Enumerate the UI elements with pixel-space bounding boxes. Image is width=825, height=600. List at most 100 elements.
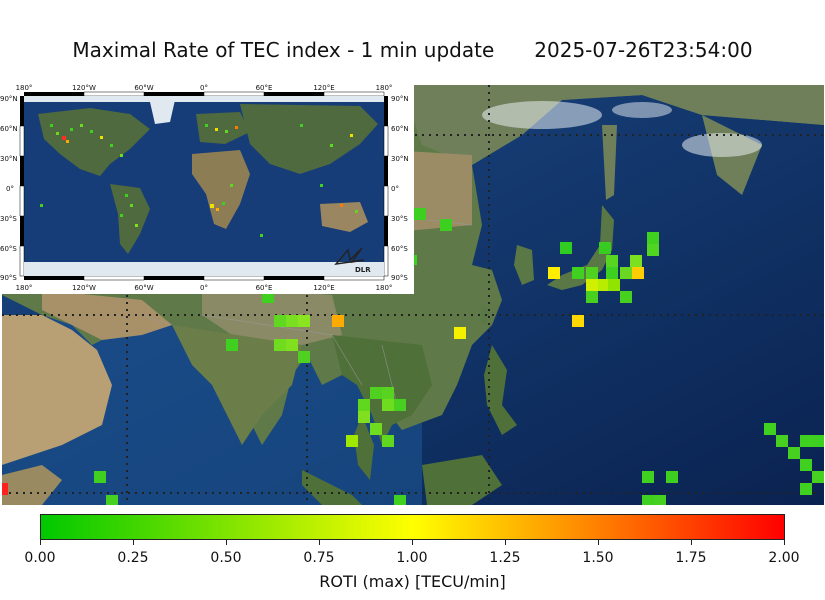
colorbar-tick-label: 0.75: [303, 550, 335, 566]
roti-cell: [776, 435, 788, 447]
colorbar-tick-label: 1.25: [489, 550, 521, 566]
roti-cell: [788, 447, 800, 459]
roti-cell: [620, 267, 632, 279]
roti-cell: [586, 279, 598, 291]
cloud-2: [682, 133, 762, 157]
inset-lon-tick: 60°E: [256, 84, 273, 92]
roti-cell: [394, 399, 406, 411]
land-sakhalin: [602, 125, 617, 200]
colorbar-tick-mark: [319, 540, 320, 545]
roti-cell: [274, 315, 286, 327]
roti-cell: [632, 267, 644, 279]
roti-cell: [286, 315, 298, 327]
inset-lat-labels-left: 90°N 60°N 30°N 0° 30°S 60°S 90°S: [0, 95, 18, 282]
inset-lat-tick: 30°S: [391, 215, 408, 223]
dlr-logo-text: DLR: [355, 266, 371, 274]
cloud-1: [482, 101, 602, 129]
roti-cell: [560, 242, 572, 254]
colorbar-tick-label: 0.00: [24, 550, 56, 566]
roti-cell: [620, 291, 632, 303]
roti-cell: [382, 399, 394, 411]
title-text: Maximal Rate of TEC index - 1 min update: [72, 38, 495, 62]
colorbar-tick-mark: [784, 540, 785, 545]
roti-cell: [598, 279, 610, 291]
roti-cell: [94, 471, 106, 483]
roti-cell: [370, 387, 382, 399]
inset-lat-tick: 30°N: [0, 155, 18, 163]
inset-lon-tick: 0°: [200, 284, 208, 292]
roti-cell: [606, 255, 618, 267]
roti-cell: [548, 267, 560, 279]
roti-cell: [346, 435, 358, 447]
land-philippines: [484, 345, 517, 435]
inset-global-map: 180° 120°W 60°W 0° 60°E 120°E 180° 180° …: [0, 84, 414, 294]
inset-lon-tick: 180°: [376, 84, 393, 92]
roti-cell: [800, 435, 812, 447]
colorbar-tick-label: 1.00: [396, 550, 428, 566]
inset-lat-tick: 60°S: [0, 245, 17, 253]
land-india: [172, 325, 302, 445]
inset-lon-tick: 120°E: [313, 84, 334, 92]
roti-cell: [666, 471, 678, 483]
roti-cell: [286, 339, 298, 351]
roti-cell: [599, 242, 611, 254]
inset-lat-tick: 0°: [391, 185, 399, 193]
inset-land: [24, 96, 384, 276]
colorbar-tick-mark: [226, 540, 227, 545]
roti-cell: [642, 495, 654, 505]
roti-cell: [654, 495, 666, 505]
inset-roti-cells: [40, 124, 358, 237]
colorbar-tick-mark: [598, 540, 599, 545]
roti-cell: [332, 315, 344, 327]
roti-cell: [382, 387, 394, 399]
roti-cell: [647, 232, 659, 244]
roti-cell: [414, 208, 426, 220]
inset-lat-tick: 60°N: [391, 125, 409, 133]
inset-lon-tick: 120°W: [72, 284, 96, 292]
colorbar-tick-mark: [133, 540, 134, 545]
colorbar-tick-mark: [505, 540, 506, 545]
inset-lon-tick: 60°W: [134, 84, 153, 92]
roti-cell: [606, 267, 618, 279]
roti-cell: [586, 267, 598, 279]
colorbar-tick-label: 2.00: [768, 550, 800, 566]
inset-lat-tick: 0°: [6, 185, 14, 193]
roti-cell: [394, 495, 406, 505]
inset-lat-tick: 60°S: [391, 245, 408, 253]
roti-cell: [262, 291, 274, 303]
land-malay: [354, 415, 374, 480]
roti-cell: [630, 255, 642, 267]
inset-lat-tick: 30°N: [391, 155, 409, 163]
colorbar-tick-mark: [691, 540, 692, 545]
colorbar-tick-label: 0.50: [210, 550, 242, 566]
roti-cell: [358, 399, 370, 411]
roti-cell: [382, 435, 394, 447]
inset-lon-tick: 0°: [200, 84, 208, 92]
roti-cell: [106, 495, 118, 505]
colorbar-tick-label: 1.75: [675, 550, 707, 566]
roti-cell: [414, 255, 417, 265]
inset-lat-tick: 60°N: [0, 125, 18, 133]
colorbar: [40, 514, 785, 545]
dlr-logo-icon: [334, 247, 365, 265]
colorbar-tick-mark: [40, 540, 41, 545]
roti-cell: [226, 339, 238, 351]
roti-cell: [440, 219, 452, 231]
roti-cell: [298, 315, 310, 327]
roti-cell: [454, 327, 466, 339]
inset-lon-tick: 180°: [16, 284, 33, 292]
roti-cell: [298, 351, 310, 363]
colorbar-tick-mark: [412, 540, 413, 545]
inset-lat-tick: 90°S: [0, 274, 17, 282]
roti-cell: [647, 244, 659, 256]
inset-lon-tick: 180°: [16, 84, 33, 92]
colorbar-tick-label: 0.25: [117, 550, 149, 566]
inset-lon-tick: 120°E: [313, 284, 334, 292]
colorbar-gradient: [40, 514, 785, 540]
inset-lon-labels-bottom: 180° 120°W 60°W 0° 60°E 120°E 180°: [16, 284, 393, 292]
land-africa: [2, 465, 62, 505]
land-korea: [514, 245, 534, 285]
roti-cell: [370, 423, 382, 435]
inset-lon-tick: 60°W: [134, 284, 153, 292]
dlr-logo: DLR: [334, 247, 371, 274]
